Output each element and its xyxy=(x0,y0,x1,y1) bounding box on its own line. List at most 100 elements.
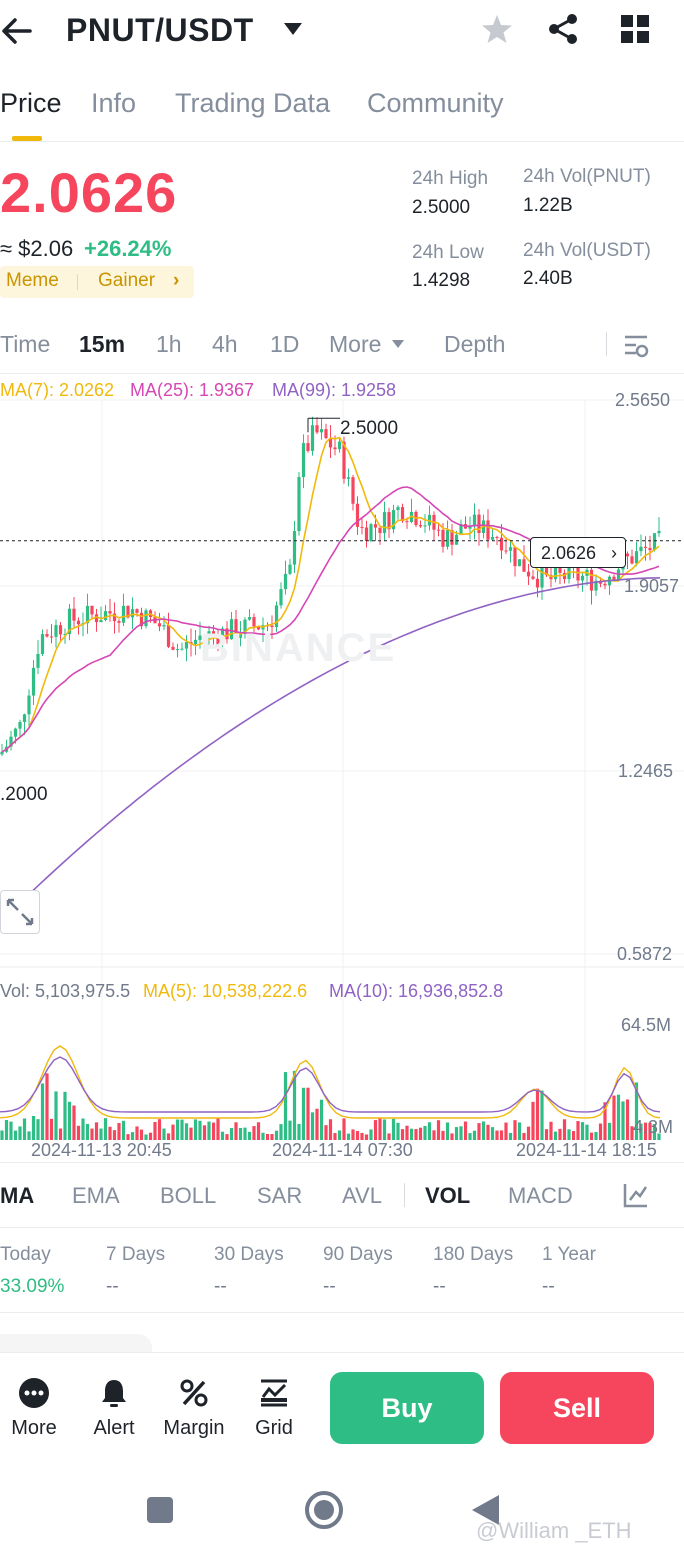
tab-depth[interactable]: Depth xyxy=(444,331,506,357)
volume-bar xyxy=(243,1127,247,1140)
volume-bar xyxy=(522,1132,526,1140)
volume-bar xyxy=(567,1129,571,1140)
volume-bar xyxy=(612,1095,616,1140)
recents-square-icon[interactable] xyxy=(140,1490,180,1530)
current-price-tag[interactable]: 2.0626 › xyxy=(530,537,626,568)
candle-body xyxy=(9,736,13,747)
candle-body xyxy=(328,438,333,448)
volume-bar xyxy=(288,1120,292,1140)
candle-body xyxy=(126,605,130,618)
indicator-ema[interactable]: EMA xyxy=(72,1183,120,1208)
caret-down-icon[interactable] xyxy=(391,339,405,349)
chart-settings-icon[interactable] xyxy=(622,332,650,360)
indicator-avl[interactable]: AVL xyxy=(342,1183,382,1208)
volume-bar xyxy=(405,1125,409,1140)
volume-bar xyxy=(324,1125,328,1140)
chevron-right-icon[interactable]: › xyxy=(173,270,180,291)
indicator-vol[interactable]: VOL xyxy=(425,1183,471,1208)
alert-label: Alert xyxy=(93,1417,135,1439)
share-icon[interactable] xyxy=(546,12,580,46)
perf-label-30d: 30 Days xyxy=(214,1244,284,1265)
margin-button[interactable]: Margin xyxy=(154,1373,234,1447)
volume-bar xyxy=(369,1129,373,1140)
volume-bar xyxy=(81,1118,85,1140)
candle-body xyxy=(373,524,378,528)
volume-bar xyxy=(130,1132,135,1140)
tab-info[interactable]: Info xyxy=(91,88,137,118)
interval-15m[interactable]: 15m xyxy=(79,331,126,357)
perf-value-180d: -- xyxy=(433,1276,446,1297)
interval-more[interactable]: More xyxy=(329,331,382,357)
volume-bar xyxy=(544,1129,549,1140)
volume-bar xyxy=(315,1108,319,1140)
volume-bar xyxy=(400,1129,405,1140)
grid-menu-icon[interactable] xyxy=(618,12,652,46)
interval-4h[interactable]: 4h xyxy=(212,331,238,357)
candlestick-chart[interactable] xyxy=(0,374,684,1160)
candle-body xyxy=(90,605,94,615)
buy-button[interactable]: Buy xyxy=(330,1372,484,1444)
candle-body xyxy=(243,619,247,634)
interval-1d[interactable]: 1D xyxy=(270,331,300,357)
indicator-settings-icon[interactable] xyxy=(622,1181,650,1209)
perf-label-180d: 180 Days xyxy=(433,1244,514,1265)
back-arrow-icon[interactable] xyxy=(0,14,34,48)
volume-bar xyxy=(441,1130,445,1140)
home-circle-icon[interactable] xyxy=(304,1490,344,1530)
token-tags[interactable]: Meme Gainer › xyxy=(0,266,194,298)
star-icon[interactable] xyxy=(480,12,514,46)
candle-body xyxy=(576,567,580,581)
candle-body xyxy=(270,625,274,628)
trading-pair-title[interactable]: PNUT/USDT xyxy=(66,12,254,48)
candle-body xyxy=(508,547,513,551)
interval-1h[interactable]: 1h xyxy=(156,331,182,357)
volume-bar xyxy=(184,1123,189,1140)
sell-button[interactable]: Sell xyxy=(500,1372,654,1444)
alert-button[interactable]: Alert xyxy=(74,1373,154,1447)
interval-time[interactable]: Time xyxy=(0,331,51,357)
more-label: More xyxy=(11,1417,57,1439)
candle-body xyxy=(121,605,126,623)
tab-trading-data[interactable]: Trading Data xyxy=(175,88,331,118)
tab-community[interactable]: Community xyxy=(367,88,504,118)
volume-bar xyxy=(292,1070,297,1140)
tab-price[interactable]: Price xyxy=(0,88,62,118)
volume-bar xyxy=(274,1130,279,1140)
candle-body xyxy=(639,546,643,552)
candle-body xyxy=(351,477,355,504)
indicator-sar[interactable]: SAR xyxy=(257,1183,303,1208)
volume-bar xyxy=(171,1124,175,1140)
candle-body xyxy=(135,609,139,613)
grid-button[interactable]: Grid xyxy=(234,1373,314,1447)
indicator-macd[interactable]: MACD xyxy=(508,1183,573,1208)
vol-legend: Vol: 5,103,975.5 xyxy=(0,981,131,1001)
candle-body xyxy=(211,631,216,635)
caret-down-icon[interactable] xyxy=(282,20,304,38)
expand-icon[interactable] xyxy=(0,890,40,934)
tag-meme[interactable]: Meme xyxy=(6,270,59,291)
candle-body xyxy=(364,527,369,542)
candle-body xyxy=(225,628,229,640)
more-button[interactable]: More xyxy=(0,1373,74,1447)
candle-body xyxy=(436,529,441,531)
indicator-ma[interactable]: MA xyxy=(0,1183,35,1208)
volume-bar xyxy=(112,1130,117,1140)
volume-bar xyxy=(58,1128,63,1140)
candle-body xyxy=(360,526,364,528)
perf-value-today: 33.09% xyxy=(0,1276,65,1297)
panel-pill xyxy=(0,1334,152,1354)
tag-gainer[interactable]: Gainer xyxy=(98,270,156,291)
candle-body xyxy=(652,533,657,551)
candle-body xyxy=(31,667,36,696)
candle-body xyxy=(63,634,67,636)
candle-body xyxy=(333,447,337,450)
candle-body xyxy=(283,573,288,590)
volume-bar xyxy=(463,1121,468,1140)
volume-bar xyxy=(18,1126,22,1140)
volume-bar xyxy=(571,1131,576,1140)
back-triangle-icon[interactable] xyxy=(466,1490,506,1530)
volume-bar xyxy=(310,1112,315,1140)
candle-body xyxy=(369,524,373,542)
candle-body xyxy=(256,626,261,630)
indicator-boll[interactable]: BOLL xyxy=(160,1183,217,1208)
